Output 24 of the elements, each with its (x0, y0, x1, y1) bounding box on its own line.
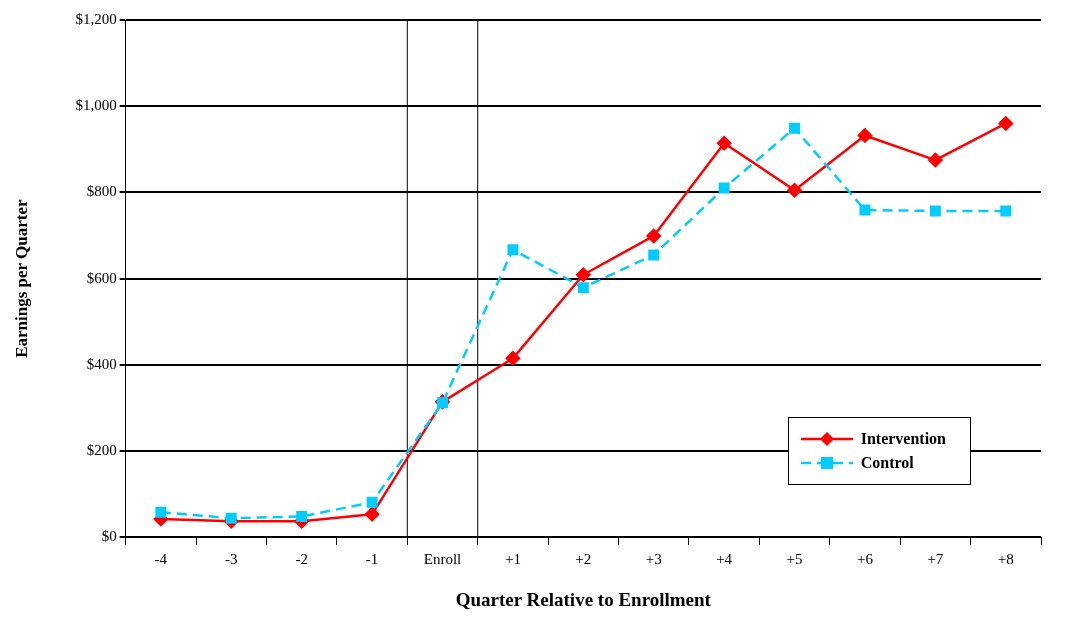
x-tick-label: +6 (856, 551, 874, 568)
legend-label: Control (860, 454, 914, 473)
x-tick-label: +3 (645, 551, 662, 568)
x-tick-label: -4 (154, 551, 168, 568)
y-tick-label: $1,000 (75, 97, 117, 114)
x-tick-label: +4 (716, 551, 733, 568)
x-tick-label: +7 (927, 551, 944, 568)
y-axis-title: Earnings per Quarter (11, 198, 31, 358)
x-tick-label: +5 (786, 551, 803, 568)
x-tick-label: -2 (295, 551, 308, 568)
y-tick-label: $600 (86, 269, 117, 286)
y-tick-label: $800 (86, 183, 117, 200)
x-tick-label: -1 (365, 551, 379, 568)
x-tick-label: +2 (575, 551, 592, 568)
y-tick-label: $200 (86, 441, 117, 458)
x-tick-label: +1 (504, 551, 521, 568)
x-axis-title: Quarter Relative to Enrollment (455, 588, 712, 610)
y-tick-label: $1,200 (75, 10, 117, 27)
x-tick-label: -3 (225, 551, 238, 568)
x-tick-label: +8 (997, 551, 1014, 568)
y-tick-label: $0 (101, 528, 117, 545)
x-tick-label: Enroll (423, 551, 462, 568)
y-tick-label: $400 (86, 355, 117, 372)
legend-label: Intervention (860, 430, 946, 449)
